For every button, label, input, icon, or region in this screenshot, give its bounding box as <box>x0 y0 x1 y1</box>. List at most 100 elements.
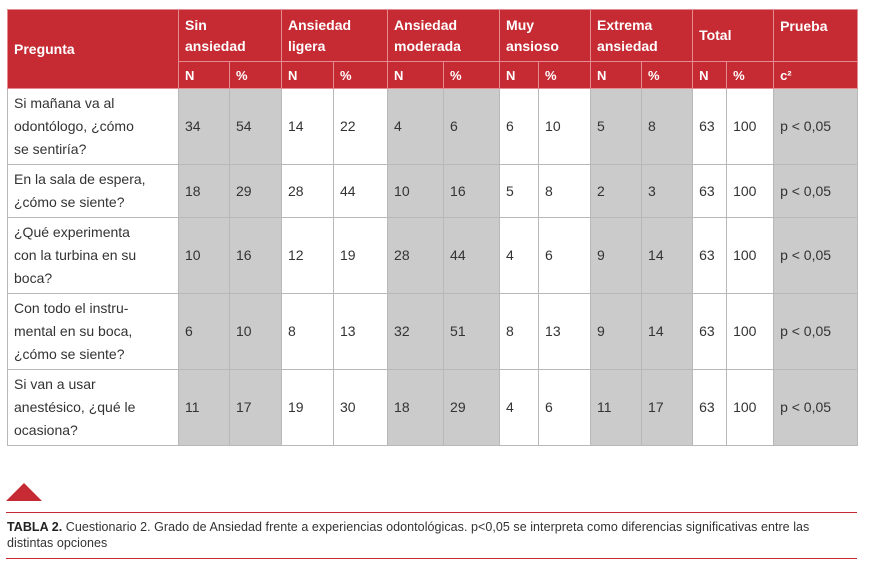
header-prueba: Prueba <box>773 9 859 62</box>
n-cell: 10 <box>387 164 445 218</box>
caption-text: Cuestionario 2. Grado de Ansiedad frente… <box>7 520 810 550</box>
pct-cell: 14 <box>641 217 694 294</box>
pct-cell: 100 <box>726 164 775 218</box>
n-cell: 4 <box>387 88 445 165</box>
n-cell: 18 <box>387 369 445 446</box>
question-line: ocasiona? <box>14 422 78 438</box>
n-cell: 63 <box>692 217 728 294</box>
question-line: ¿cómo se siente? <box>14 194 125 210</box>
n-cell: 12 <box>281 217 335 294</box>
pct-cell: 10 <box>228 293 283 370</box>
n-cell: 63 <box>692 369 728 446</box>
pct-cell: 17 <box>228 369 283 446</box>
pct-cell: 17 <box>641 369 694 446</box>
anxiety-table: Pregunta Sin ansiedad Ansiedad ligera An… <box>7 9 859 446</box>
n-cell: 11 <box>590 369 643 446</box>
caption-label: TABLA 2. <box>7 520 63 534</box>
pct-cell: 29 <box>228 164 283 218</box>
header-test-symbol: c² <box>773 61 859 89</box>
pct-cell: 19 <box>333 217 389 294</box>
pct-cell: 100 <box>726 293 775 370</box>
header-n: N <box>692 61 728 89</box>
n-cell: 11 <box>178 369 230 446</box>
question-cell: ¿Qué experimenta con la turbina en su boca… <box>7 217 179 294</box>
pct-cell: 6 <box>443 88 501 165</box>
n-cell: 4 <box>499 369 540 446</box>
n-cell: 63 <box>692 164 728 218</box>
n-cell: 6 <box>178 293 230 370</box>
question-line: Si mañana va al <box>14 95 115 111</box>
question-line: se sentiría? <box>14 141 87 157</box>
test-cell: p < 0,05 <box>773 369 859 446</box>
table-caption: TABLA 2. Cuestionario 2. Grado de Ansied… <box>7 519 859 551</box>
pct-cell: 8 <box>641 88 694 165</box>
header-n: N <box>178 61 230 89</box>
header-pct: % <box>443 61 501 89</box>
pct-cell: 13 <box>333 293 389 370</box>
question-cell: En la sala de espera, ¿cómo se siente? <box>7 164 179 218</box>
table-row: Si van a usar anestésico, ¿qué le ocasiona… <box>7 369 859 446</box>
header-pct: % <box>641 61 694 89</box>
n-cell: 5 <box>499 164 540 218</box>
n-cell: 9 <box>590 217 643 294</box>
pct-cell: 16 <box>443 164 501 218</box>
test-cell: p < 0,05 <box>773 88 859 165</box>
header-ansiedad-ligera: Ansiedad ligera <box>281 9 389 62</box>
header-pct: % <box>538 61 592 89</box>
pct-cell: 54 <box>228 88 283 165</box>
triangle-marker <box>6 483 42 501</box>
question-line: En la sala de espera, <box>14 171 146 187</box>
n-cell: 4 <box>499 217 540 294</box>
question-line: ¿cómo se siente? <box>14 346 125 362</box>
n-cell: 10 <box>178 217 230 294</box>
header-pregunta: Pregunta <box>7 9 179 89</box>
n-cell: 28 <box>281 164 335 218</box>
question-line: anestésico, ¿qué le <box>14 399 136 415</box>
header-pct: % <box>333 61 389 89</box>
question-cell: Si van a usar anestésico, ¿qué le ocasiona… <box>7 369 179 446</box>
header-n: N <box>387 61 445 89</box>
header-pct: % <box>228 61 283 89</box>
pct-cell: 29 <box>443 369 501 446</box>
question-line: odontólogo, ¿cómo <box>14 118 134 134</box>
n-cell: 2 <box>590 164 643 218</box>
pct-cell: 51 <box>443 293 501 370</box>
n-cell: 8 <box>281 293 335 370</box>
pct-cell: 22 <box>333 88 389 165</box>
header-n: N <box>499 61 540 89</box>
n-cell: 9 <box>590 293 643 370</box>
table-row: En la sala de espera, ¿cómo se siente? 18 2… <box>7 164 859 218</box>
question-cell: Si mañana va al odontólogo, ¿cómo se senti… <box>7 88 179 165</box>
question-cell: Con todo el instru-mental en su boca, ¿có… <box>7 293 179 370</box>
n-cell: 18 <box>178 164 230 218</box>
question-line: mental en su boca, <box>14 323 133 339</box>
n-cell: 34 <box>178 88 230 165</box>
caption-rule-top <box>6 512 857 513</box>
n-cell: 28 <box>387 217 445 294</box>
header-n: N <box>590 61 643 89</box>
n-cell: 19 <box>281 369 335 446</box>
header-extrema-ansiedad: Extrema ansiedad <box>590 9 694 62</box>
header-n: N <box>281 61 335 89</box>
pct-cell: 16 <box>228 217 283 294</box>
question-line: Con todo el instru- <box>14 300 129 316</box>
header-ansiedad-moderada: Ansiedad moderada <box>387 9 501 62</box>
pct-cell: 100 <box>726 217 775 294</box>
pct-cell: 44 <box>333 164 389 218</box>
table-body: Si mañana va al odontólogo, ¿cómo se senti… <box>7 88 859 446</box>
pct-cell: 30 <box>333 369 389 446</box>
pct-cell: 100 <box>726 369 775 446</box>
pct-cell: 3 <box>641 164 694 218</box>
header-total: Total <box>692 9 775 62</box>
question-line: con la turbina en su <box>14 247 137 263</box>
header-subrow: N% N% N% N% N% N% c² <box>8 61 859 89</box>
n-cell: 14 <box>281 88 335 165</box>
test-cell: p < 0,05 <box>773 293 859 370</box>
pct-cell: 6 <box>538 217 592 294</box>
pct-cell: 8 <box>538 164 592 218</box>
n-cell: 63 <box>692 293 728 370</box>
table-row: Si mañana va al odontólogo, ¿cómo se senti… <box>7 88 859 165</box>
caption-rule-bottom <box>6 558 857 559</box>
test-cell: p < 0,05 <box>773 164 859 218</box>
pct-cell: 14 <box>641 293 694 370</box>
